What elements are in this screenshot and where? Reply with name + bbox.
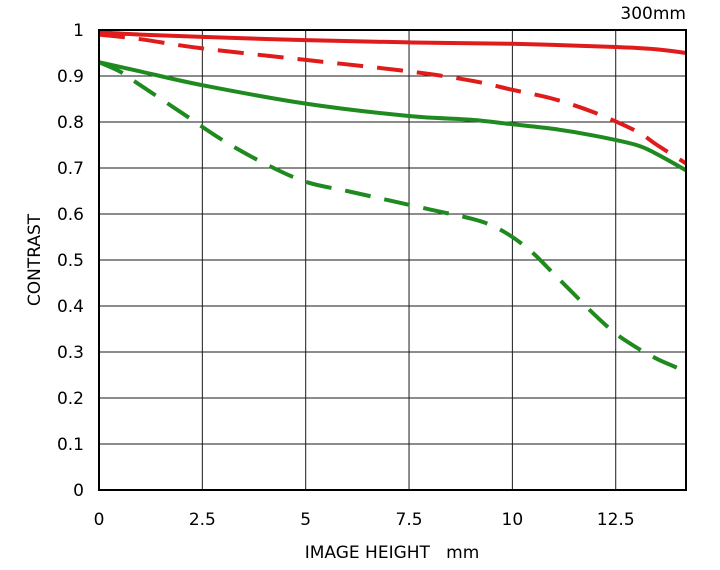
grid [98,29,686,491]
x-tick-label: 12.5 [597,510,635,530]
y-tick-label: 0.3 [57,343,84,363]
y-tick-label: 0.6 [57,205,84,225]
y-tick-label: 0.9 [57,67,84,87]
x-tick-label: 0 [94,510,105,530]
chart-title: 300mm [620,4,686,24]
x-tick-label: 7.5 [396,510,423,530]
x-tick-label: 2.5 [189,510,216,530]
series-line-1-solid [98,30,687,55]
x-axis-title: IMAGE HEIGHT mm [305,543,480,563]
x-tick-labels: 0 2.5 5 7.5 10 12.5 [94,510,635,530]
y-tick-label: 0.7 [57,159,84,179]
x-tick-label: 10 [502,510,524,530]
y-tick-label: 0 [73,481,84,501]
series-line-4-dashed [98,60,688,375]
y-tick-label: 0.8 [57,113,84,133]
plot-frame [98,29,687,491]
y-tick-label: 0.4 [57,297,84,317]
series-line-2-dashed [98,32,688,166]
y-tick-labels: 0 0.1 0.2 0.3 0.4 0.5 0.6 0.7 0.8 0.9 1 [57,21,84,501]
y-tick-label: 1 [73,21,84,41]
y-tick-label: 0.5 [57,251,84,271]
y-tick-label: 0.1 [57,435,84,455]
y-axis-title: CONTRAST [25,213,45,306]
y-tick-label: 0.2 [57,389,84,409]
series-group [98,30,688,375]
series-line-3-solid [98,60,687,173]
x-tick-label: 5 [300,510,311,530]
